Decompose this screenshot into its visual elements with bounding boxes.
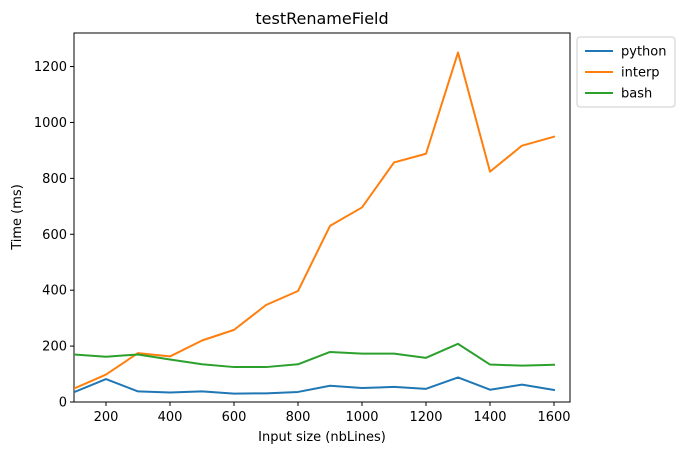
x-tick-label: 1400 [473, 410, 506, 425]
plot-area [73, 32, 571, 403]
x-tick-label: 200 [94, 410, 119, 425]
legend-frame [576, 36, 676, 108]
series-line-python [74, 376, 556, 395]
series-lines [74, 51, 556, 395]
y-axis: 0 200 400 600 800 1000 1200 [34, 60, 74, 411]
x-tick-label: 1600 [537, 410, 570, 425]
legend-label-bash: bash [621, 87, 652, 102]
x-tick-label: 1000 [345, 410, 378, 425]
series-line-bash [74, 342, 556, 369]
legend-label-python: python [621, 45, 666, 60]
x-tick-label: 600 [222, 410, 247, 425]
y-axis-title: Time (ms) [10, 184, 25, 251]
y-tick-label: 200 [42, 340, 67, 355]
y-tick-label: 400 [42, 284, 67, 299]
x-axis-title: Input size (nbLines) [258, 430, 386, 445]
y-tick-label: 600 [42, 228, 67, 243]
y-tick-label: 1200 [34, 60, 67, 75]
y-tick-label: 1000 [34, 116, 67, 131]
legend-label-interp: interp [621, 66, 660, 81]
x-tick-label: 1200 [409, 410, 442, 425]
x-axis: 200 400 600 800 1000 1200 1400 1600 [94, 402, 571, 425]
y-tick-label: 800 [42, 172, 67, 187]
series-line-interp [74, 51, 556, 390]
chart-title: testRenameField [255, 9, 388, 28]
x-tick-label: 400 [158, 410, 183, 425]
y-tick-label: 0 [59, 396, 67, 411]
legend: python interp bash [576, 36, 676, 108]
x-tick-label: 800 [286, 410, 311, 425]
